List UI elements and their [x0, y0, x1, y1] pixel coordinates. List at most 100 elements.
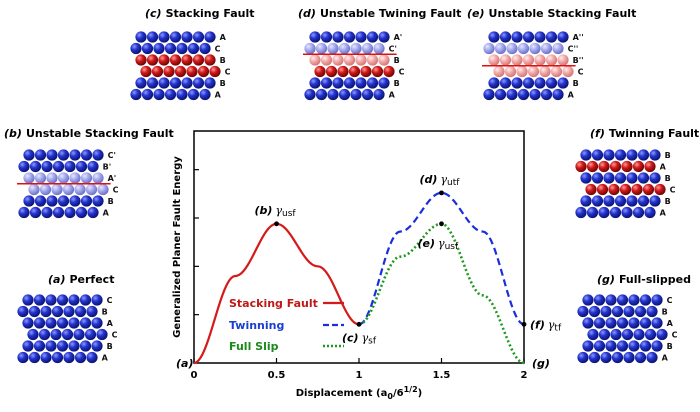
series-line-twinning — [358, 191, 525, 326]
atom — [603, 149, 615, 161]
atom — [488, 54, 500, 66]
atom — [483, 88, 495, 101]
panel-g-title-text: Full-slipped — [619, 273, 691, 286]
panel-e-title-text: Unstable Stacking Fault — [489, 7, 637, 20]
atom — [192, 77, 205, 89]
atom — [575, 160, 587, 173]
atom — [545, 31, 558, 43]
layer-label: C — [225, 68, 231, 77]
layer-label: C — [113, 186, 119, 195]
atom — [593, 317, 606, 329]
atom — [187, 42, 200, 55]
atom — [588, 305, 601, 318]
atom — [29, 206, 42, 219]
atom — [192, 54, 205, 66]
atom — [610, 328, 622, 341]
atom — [40, 305, 52, 318]
atom — [79, 294, 92, 306]
corner-label-g: (g) — [532, 357, 550, 370]
atom — [33, 317, 46, 329]
atom — [22, 317, 34, 329]
atom — [92, 195, 104, 207]
atom — [611, 305, 624, 318]
atom — [192, 31, 205, 43]
atom — [598, 160, 610, 173]
atom — [355, 31, 367, 43]
layer-label: B — [394, 56, 400, 65]
atom — [164, 88, 177, 101]
atom — [97, 183, 109, 196]
atom — [91, 317, 103, 329]
layer-label: C — [667, 296, 673, 305]
atom — [91, 294, 103, 306]
layer-label: B — [667, 342, 673, 351]
atom — [17, 305, 29, 318]
axis-ticks: 0 0.5 1 1.5 2 — [191, 169, 528, 381]
atom — [46, 149, 58, 161]
atom — [23, 172, 35, 184]
atom — [614, 149, 627, 161]
atom — [28, 183, 40, 196]
atom — [69, 149, 81, 161]
layer-label: A' — [108, 174, 117, 183]
annotation-b: (b) γusf — [255, 204, 297, 219]
chart-points — [274, 190, 527, 327]
atom — [146, 54, 159, 66]
atom — [621, 328, 634, 341]
atom — [575, 206, 587, 219]
atom — [557, 31, 569, 43]
atom — [499, 77, 512, 89]
atom — [488, 31, 500, 43]
atom — [304, 88, 316, 101]
atom — [371, 65, 384, 78]
atom — [74, 183, 86, 196]
atom — [350, 88, 362, 101]
layer-label: A — [568, 91, 575, 100]
panel-e-title: (e) Unstable Stacking Fault — [467, 7, 636, 20]
panel-g-label: (g) — [597, 273, 615, 286]
atom — [361, 42, 374, 55]
atom — [169, 77, 182, 89]
atom — [80, 149, 93, 161]
atom — [639, 294, 652, 306]
atom — [314, 65, 326, 78]
atom — [158, 54, 170, 66]
layer-label: C' — [108, 151, 116, 160]
atom — [87, 206, 99, 219]
atom — [74, 351, 87, 364]
atom — [57, 172, 70, 184]
atom — [56, 340, 69, 352]
atom — [621, 206, 633, 219]
panel-b-title-text: Unstable Stacking Fault — [26, 127, 174, 140]
x-axis-label-mid: /6 — [393, 388, 404, 399]
atom — [499, 54, 512, 66]
atom — [580, 149, 592, 161]
atom — [61, 328, 74, 341]
atom — [649, 172, 661, 184]
panel-c-title-text: Stacking Fault — [166, 7, 255, 20]
legend-label-full-slip: Full Slip — [229, 340, 279, 353]
atom — [366, 77, 379, 89]
layer-label: B'' — [573, 56, 584, 65]
atom — [315, 88, 328, 101]
layer-label: C — [215, 45, 221, 54]
atom — [28, 351, 41, 364]
atom — [34, 195, 47, 207]
atom — [522, 31, 535, 43]
atom — [84, 328, 97, 341]
atom — [494, 42, 507, 55]
layer-label: B' — [103, 163, 112, 172]
atom — [483, 42, 495, 55]
atom — [608, 183, 620, 196]
atom — [511, 54, 523, 66]
atom — [517, 88, 530, 101]
atom — [327, 88, 339, 101]
atom — [603, 172, 615, 184]
atom — [181, 54, 193, 66]
legend-label-stacking: Stacking Fault — [229, 297, 318, 310]
panel-a-label: (a) — [48, 273, 65, 286]
layer-label: A — [660, 163, 667, 172]
atom — [146, 31, 159, 43]
